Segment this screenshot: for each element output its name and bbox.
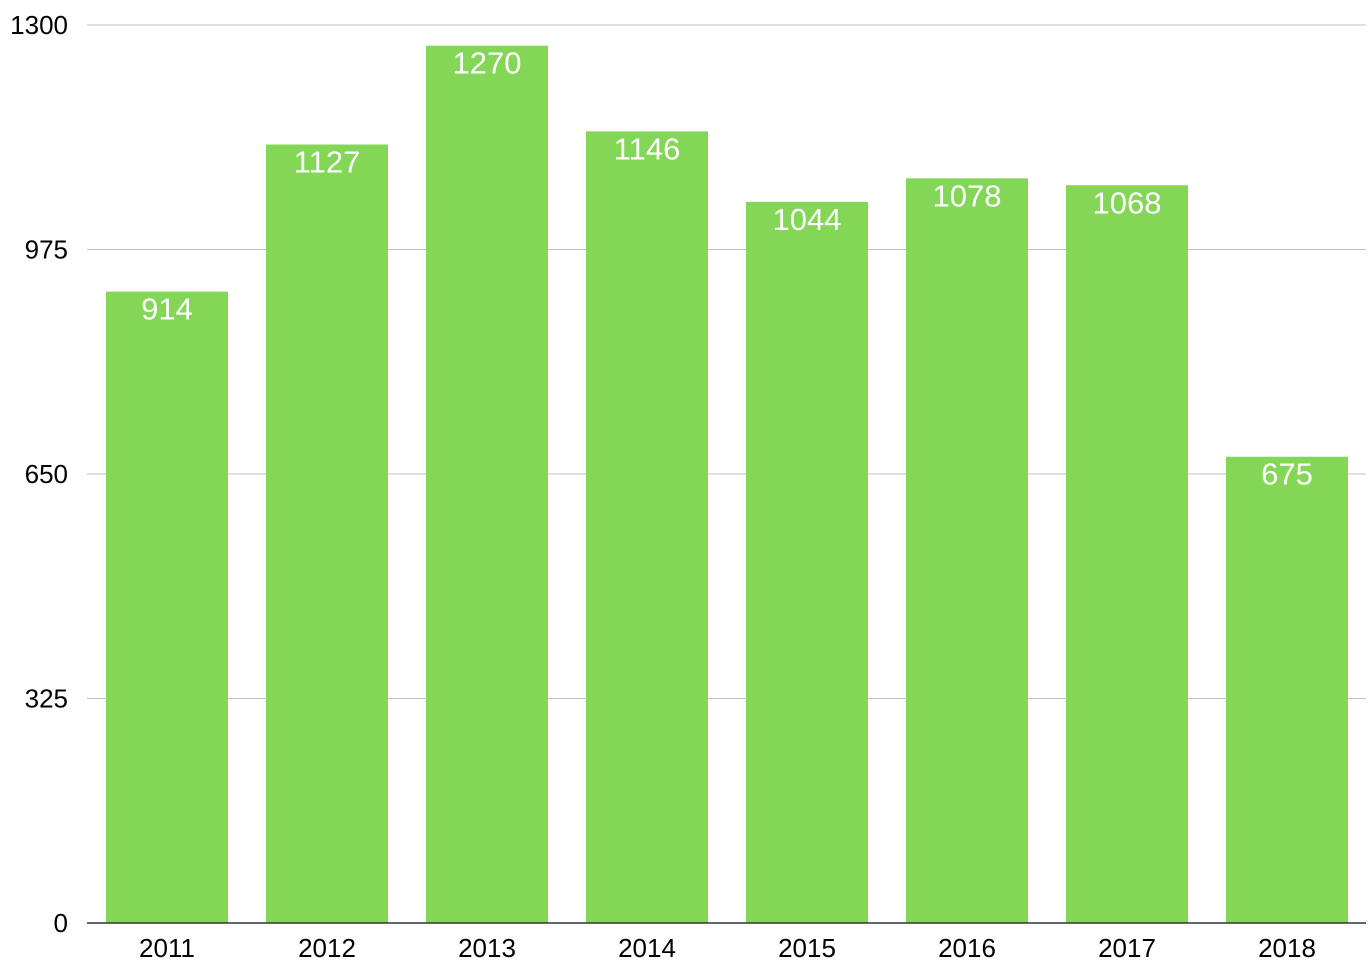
bar bbox=[586, 131, 708, 923]
x-tick-label: 2014 bbox=[618, 933, 676, 961]
bar bbox=[1066, 185, 1188, 923]
x-tick-label: 2017 bbox=[1098, 933, 1156, 961]
bar-value-label: 1270 bbox=[453, 46, 522, 81]
bar-value-label: 1127 bbox=[294, 145, 361, 180]
y-tick-label: 0 bbox=[54, 908, 68, 938]
x-tick-label: 2012 bbox=[298, 933, 356, 961]
bar-value-label: 1044 bbox=[773, 202, 842, 237]
x-tick-label: 2011 bbox=[139, 933, 195, 961]
data-labels: 914 1127 1270 1146 1044 1078 1068 675 bbox=[141, 46, 1313, 492]
y-axis-tick-labels: 0 325 650 975 1300 bbox=[10, 10, 68, 938]
bar bbox=[426, 45, 548, 923]
x-axis-tick-labels: 2011 2012 2013 2014 2015 2016 2017 2018 bbox=[139, 933, 1316, 961]
x-tick-label: 2016 bbox=[938, 933, 996, 961]
y-tick-label: 650 bbox=[25, 459, 68, 489]
y-tick-label: 325 bbox=[25, 684, 68, 714]
bar-value-label: 914 bbox=[141, 292, 193, 327]
x-tick-label: 2015 bbox=[778, 933, 836, 961]
bar-value-label: 1146 bbox=[614, 131, 681, 166]
x-tick-label: 2013 bbox=[458, 933, 516, 961]
bar bbox=[746, 201, 868, 924]
bar-value-label: 1078 bbox=[933, 178, 1002, 213]
y-tick-label: 1300 bbox=[10, 10, 68, 40]
bar bbox=[906, 178, 1028, 923]
bar bbox=[106, 291, 228, 923]
bars bbox=[106, 45, 1348, 924]
bar bbox=[1226, 456, 1348, 923]
bar-value-label: 675 bbox=[1261, 457, 1313, 492]
bar bbox=[266, 144, 388, 924]
bar-value-label: 1068 bbox=[1093, 185, 1162, 220]
x-tick-label: 2018 bbox=[1258, 933, 1316, 961]
y-tick-label: 975 bbox=[25, 235, 68, 265]
